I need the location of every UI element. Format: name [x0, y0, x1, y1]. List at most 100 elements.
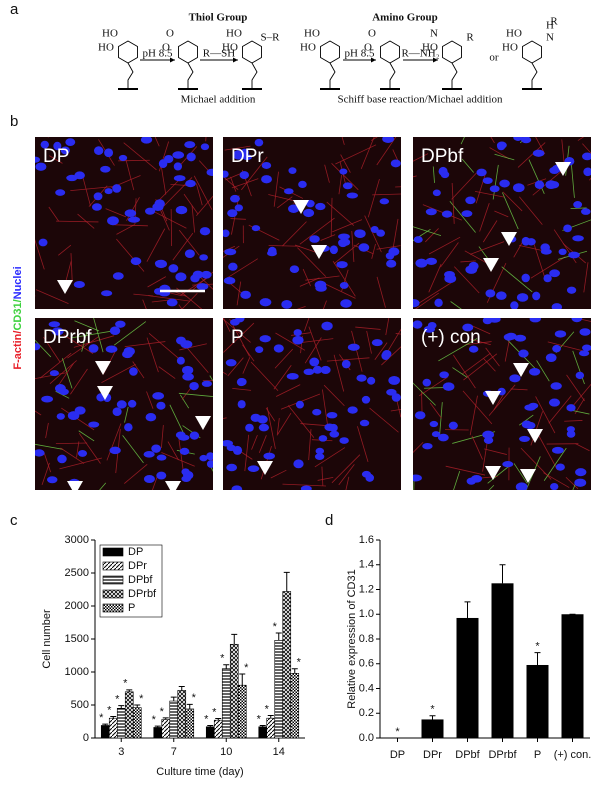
fiber	[158, 366, 176, 379]
nucleus	[180, 340, 193, 349]
fiber	[178, 392, 213, 397]
nucleus	[583, 167, 591, 177]
nucleus	[320, 365, 331, 375]
fiber	[413, 474, 415, 490]
nucleus	[67, 411, 80, 421]
error-bar	[291, 668, 298, 674]
nucleus	[391, 393, 401, 402]
fiber	[227, 357, 244, 377]
nucleus	[254, 138, 264, 147]
nucleus	[93, 192, 103, 201]
fiber	[63, 334, 94, 354]
x-tick-label: DPbf	[455, 749, 480, 761]
fiber	[317, 476, 334, 481]
nucleus	[347, 343, 360, 351]
atom-label: N	[546, 32, 554, 44]
fiber	[543, 472, 570, 488]
fiber	[395, 333, 401, 335]
fiber	[172, 232, 194, 261]
stain-part: Nuclei	[12, 266, 24, 299]
x-tick-label: 7	[171, 746, 177, 758]
fiber	[250, 361, 279, 392]
fiber	[387, 328, 401, 352]
nucleus	[48, 321, 61, 328]
fiber	[416, 280, 455, 306]
nucleus	[127, 399, 137, 408]
fiber	[282, 483, 326, 487]
nucleus	[206, 452, 213, 461]
arrowhead	[311, 245, 327, 259]
nucleus	[315, 202, 326, 211]
fiber	[277, 412, 292, 435]
nucleus	[199, 227, 211, 236]
nucleus	[230, 194, 240, 203]
bar	[258, 726, 268, 739]
nucleus	[548, 398, 561, 407]
fiber	[445, 465, 486, 476]
fiber	[181, 292, 198, 309]
fiber	[367, 178, 380, 218]
error-bar	[162, 717, 169, 720]
nucleus	[499, 179, 510, 188]
fiber	[357, 426, 369, 463]
nucleus	[93, 146, 104, 155]
arrowhead	[95, 361, 111, 375]
error-bar	[499, 564, 506, 584]
nucleus	[437, 433, 449, 442]
nucleus	[431, 431, 441, 438]
fiber	[332, 260, 356, 297]
nucleus	[77, 449, 88, 457]
nucleus	[263, 452, 276, 460]
legend-swatch	[102, 575, 124, 585]
linker	[187, 62, 194, 88]
micrograph-label: P	[231, 327, 244, 348]
legend-swatch	[102, 603, 124, 613]
fiber	[43, 452, 52, 473]
arrowhead	[165, 481, 181, 490]
nucleus	[550, 382, 562, 390]
ring	[320, 40, 340, 64]
nucleus	[240, 290, 251, 299]
nucleus	[51, 327, 64, 336]
scheme-title: Amino Group	[372, 12, 438, 24]
fiber	[462, 390, 493, 425]
nucleus	[339, 437, 349, 444]
bar	[266, 717, 276, 739]
nucleus	[485, 289, 496, 298]
nucleus	[245, 423, 254, 432]
fiber	[351, 231, 355, 263]
fiber	[321, 466, 324, 486]
fiber	[454, 266, 480, 294]
nucleus	[232, 445, 243, 455]
nucleus	[173, 175, 186, 182]
fiber	[570, 207, 587, 209]
nucleus	[289, 265, 300, 273]
significance: *	[204, 713, 209, 725]
nucleus	[329, 245, 338, 255]
nucleus	[57, 454, 67, 464]
fiber	[414, 292, 439, 309]
fiber	[385, 318, 390, 336]
x-tick-label: DPrbf	[488, 749, 517, 761]
fiber	[320, 234, 336, 241]
y-tick-label: 0.0	[359, 732, 374, 744]
fiber	[419, 376, 448, 397]
nucleus	[130, 257, 142, 266]
fiber	[223, 318, 251, 343]
nucleus	[529, 318, 541, 323]
nucleus	[575, 468, 587, 477]
fiber	[460, 137, 465, 145]
nucleus	[166, 298, 178, 307]
nucleus	[234, 204, 243, 212]
fiber	[113, 321, 147, 346]
image-bg	[223, 318, 401, 490]
fiber	[208, 463, 213, 472]
ring	[242, 40, 262, 64]
nucleus	[571, 318, 583, 323]
or-text: or	[489, 52, 499, 64]
error-bar	[283, 571, 290, 592]
nucleus	[293, 329, 302, 337]
fiber	[479, 203, 490, 232]
fiber	[142, 299, 147, 309]
x-tick-label: P	[534, 749, 541, 761]
